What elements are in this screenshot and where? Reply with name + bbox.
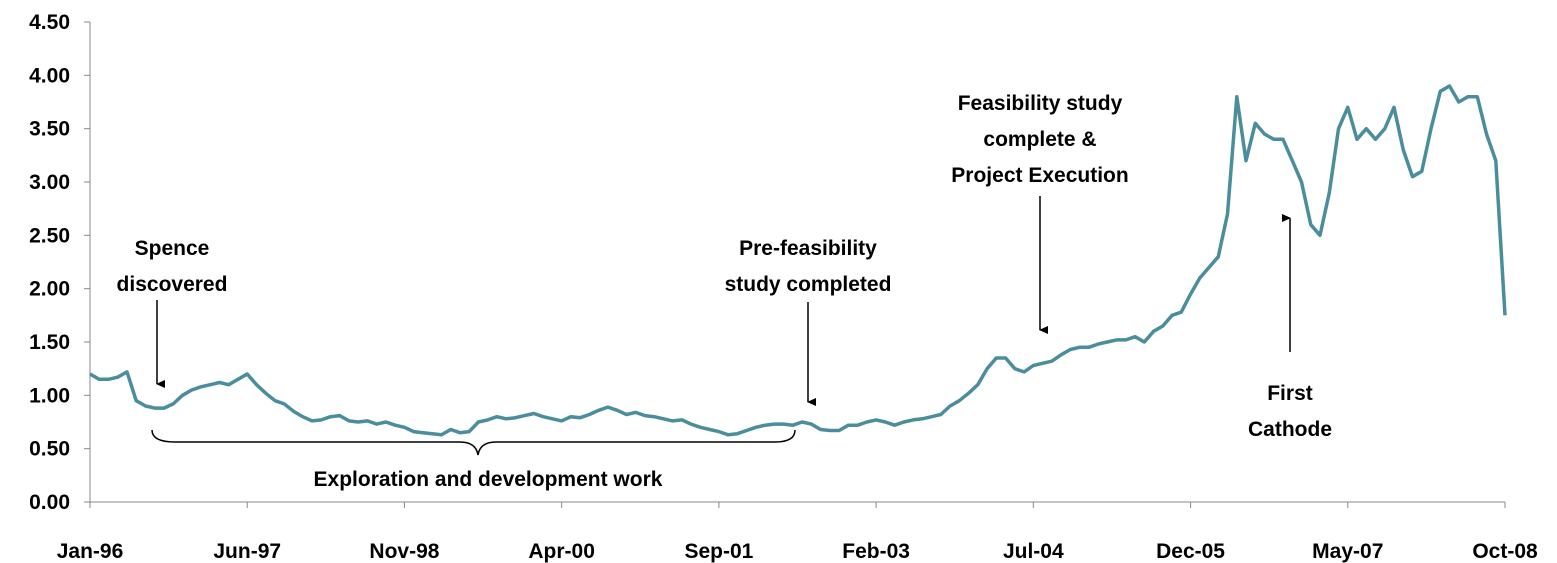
annotation: complete & (983, 128, 1096, 151)
y-tick-label: 2.00 (29, 278, 70, 301)
y-tick-label: 2.50 (29, 224, 70, 247)
annotation: Cathode (1248, 418, 1332, 441)
annotation: Pre-feasibility (739, 237, 877, 260)
x-tick-label: Dec-05 (1156, 540, 1225, 563)
x-tick-label: Jun-97 (213, 540, 281, 563)
annotation: Exploration and development work (314, 468, 663, 491)
annotation: First (1267, 382, 1313, 405)
x-tick-label: Jul-04 (1003, 540, 1064, 563)
price-line (89, 84, 1507, 437)
x-tick-label: Jan-96 (57, 540, 124, 563)
y-tick-label: 1.50 (29, 331, 70, 354)
annotation: discovered (117, 273, 228, 296)
x-tick-label: Nov-98 (369, 540, 439, 563)
y-tick-label: 4.50 (29, 11, 70, 34)
y-tick-label: 0.00 (29, 491, 70, 514)
y-tick-label: 3.00 (29, 171, 70, 194)
x-tick-label: Sep-01 (684, 540, 753, 563)
y-tick-label: 0.50 (29, 438, 70, 461)
annotation: Spence (135, 237, 210, 260)
brace (151, 429, 796, 456)
x-tick-label: Feb-03 (842, 540, 910, 563)
y-tick-label: 1.00 (29, 384, 70, 407)
annotation: study completed (725, 273, 892, 296)
annotation: Project Execution (951, 164, 1128, 187)
y-tick-label: 3.50 (29, 118, 70, 141)
annotation: Feasibility study (958, 92, 1123, 115)
y-tick-label: 4.00 (29, 64, 70, 87)
x-tick-label: Apr-00 (528, 540, 595, 563)
x-tick-label: May-07 (1312, 540, 1383, 563)
x-tick-label: Oct-08 (1472, 540, 1538, 563)
